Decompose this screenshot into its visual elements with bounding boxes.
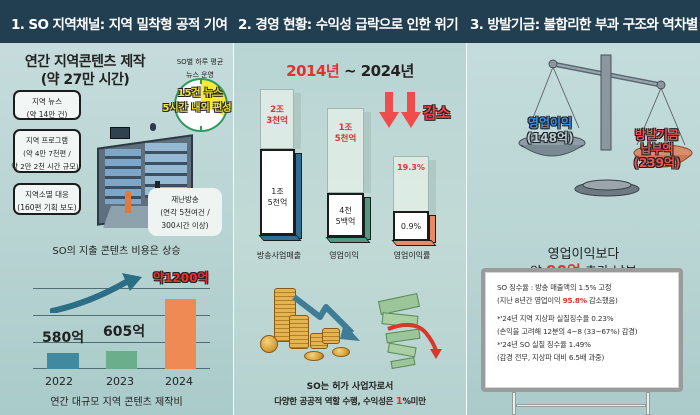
clock-news-hours: 5시간 내외 편성: [155, 99, 233, 114]
period-end: 2024년: [360, 62, 415, 80]
after-value: 0.9%: [400, 222, 422, 231]
bar-2022: [47, 353, 79, 369]
value-line: 5백억: [335, 217, 356, 226]
clock-caption-line1: SO별 하루 평균: [176, 58, 224, 66]
pan-line: (239억): [633, 156, 681, 170]
value-line: 2조: [270, 105, 284, 115]
cost-heading: SO의 지출 콘텐츠 비용은 상승: [52, 246, 181, 257]
board-line: (지난 8년간 영업이익 95.8% 감소했음): [485, 294, 679, 307]
balance-scale-icon: [528, 54, 686, 151]
after-value: 4천 5백억: [327, 205, 364, 227]
board-line: *'24년 SO 실질 징수율 1.49%: [497, 340, 591, 350]
box-line: 300시간 이상): [161, 221, 209, 230]
board-highlight: 95.8%: [562, 296, 588, 306]
board-line: (손익을 고려해 12분의 4~8 (33~67%) 감경): [497, 326, 638, 336]
x-label-2022: 2022: [45, 375, 73, 388]
heading-line2: (약 27만 시간): [40, 72, 130, 88]
box-line: (약 4만 7천편 /: [23, 149, 71, 158]
right-pan-label: 방발기금 납부액 (239억): [617, 128, 697, 170]
heading-line1: 연간 지역콘텐츠 제작: [24, 54, 146, 70]
value-label-2022: 580억: [42, 330, 85, 346]
down-arrow-icon: [401, 92, 421, 128]
value-line: 5천억: [334, 134, 357, 144]
panel-divider: [233, 43, 234, 415]
value-line: 4천: [339, 206, 352, 215]
footer-text: %미만: [402, 397, 426, 407]
period-start: 2014년: [286, 62, 340, 80]
box-line: 지역 뉴스: [32, 97, 62, 106]
bar-2023: [106, 351, 137, 369]
period-sep: ~: [339, 62, 361, 80]
x-label-2024: 2024: [165, 375, 193, 388]
info-box-disaster-broadcast: 재난방송 (연각 5천여건 / 300시간 이상): [148, 188, 222, 236]
after-value: 1조 5천억: [260, 186, 295, 208]
rising-arrow-icon: [50, 273, 142, 313]
whiteboard-notes: SO 징수율 : 방송 매출액의 1.5% 고정 (지난 8년간 영업이익 95…: [481, 268, 683, 392]
board-line: (감경 전무, 지상파 대비 6.5배 과중): [497, 353, 605, 363]
box-line: 약 2만 2천 시간 규모): [11, 162, 79, 171]
box-line: 재난방송: [171, 195, 199, 204]
scale-base: [574, 179, 640, 197]
section2-footer-line2: 다양한 공공적 역할 수행, 수익성은 1%미만: [234, 395, 466, 407]
decrease-label: 감소: [423, 104, 451, 122]
info-box-local-programs: 지역 프로그램 (약 4만 7천편 / 약 2만 2천 시간 규모): [11, 129, 81, 173]
value-line: 5천억: [267, 198, 288, 207]
value-label-2023: 605억: [103, 324, 146, 340]
board-line: SO 징수율 : 방송 매출액의 1.5% 고정: [497, 283, 612, 292]
clock-news-count: 15건 뉴스: [177, 88, 223, 99]
box-line: (연각 5천여건 /: [160, 208, 210, 217]
panel-divider: [466, 43, 467, 415]
board-line: *'24년 지역 지상파 실질징수율 0.23%: [497, 313, 614, 323]
info-box-local-news: 지역 뉴스 (약 14만 건): [13, 90, 81, 120]
footer-highlight: 1: [395, 396, 403, 407]
chart-caption: 연간 대규모 지역 콘텐츠 제작비: [50, 397, 183, 408]
red-spiral-arrow-icon: [387, 322, 442, 359]
info-box-regional-decline: 지역소멸 대응 (160편 기획 보도): [13, 183, 81, 215]
before-value: 19.3%: [397, 163, 425, 172]
clock-caption-line2: 뉴스 운영: [186, 71, 214, 79]
bar-label: 방송사업매출: [256, 251, 302, 260]
bar-label: 영업이익: [329, 251, 359, 260]
left-pan-label: 영업이익 (148억): [505, 116, 595, 146]
summary-line1: 영업이익보다: [547, 247, 620, 262]
right-scale-pan: [633, 144, 693, 168]
section2-footer-line1: SO는 허가 사업자로서: [306, 382, 394, 392]
board-text: 감소했음): [586, 296, 618, 306]
period-label: 2014년 ~ 2024년: [234, 60, 466, 81]
pan-line: (148억): [526, 131, 574, 145]
section2-title: 2. 경영 현황: 수익성 급락으로 인한 위기: [238, 17, 459, 33]
section3-title: 3. 방발기금: 불합리한 부과 구조와 역차별: [470, 17, 698, 33]
box-line: (약 14만 건): [26, 110, 68, 119]
section1-panel: 연간 지역콘텐츠 제작 (약 27만 시간) SO별 하루 평균 뉴스 운영 1…: [0, 43, 233, 415]
section1-heading: 연간 지역콘텐츠 제작 (약 27만 시간): [20, 53, 150, 89]
box-line: 지역소멸 대응: [25, 190, 69, 199]
pan-line: 영업이익: [527, 116, 573, 130]
clock-icon: [174, 78, 228, 132]
section2-panel: 2014년 ~ 2024년 감소 2조 3천억 1조 5천억 방송사업매출 1조…: [234, 43, 466, 415]
down-arrow-icon: [379, 92, 399, 128]
whiteboard-leg: [646, 392, 650, 415]
left-scale-pan: [518, 134, 586, 157]
before-value: 2조 3천억: [260, 105, 294, 127]
clock-news-hours-text: 5시간 내외 편성: [162, 103, 232, 114]
pan-line: 납부액: [640, 142, 674, 156]
box-line: (160편 기획 보도): [17, 203, 77, 212]
clock-caption: SO별 하루 평균 뉴스 운영: [162, 56, 233, 82]
decline-arrow-icon: [292, 294, 360, 341]
pan-line: 방발기금: [634, 128, 680, 142]
value-line: 3천억: [266, 116, 288, 126]
x-label-2023: 2023: [106, 375, 134, 388]
value-label-2024: 약1200억: [153, 271, 209, 285]
whiteboard-crossbar: [516, 404, 646, 407]
section1-title: 1. SO 지역채널: 지역 밀착형 공적 기여: [11, 17, 228, 33]
before-value: 1조 5천억: [327, 123, 364, 145]
value-line: 1조: [338, 123, 353, 133]
box-line: 지역 프로그램: [26, 136, 68, 145]
board-text: (지난 8년간 영업이익: [497, 296, 563, 306]
footer-text: 다양한 공공적 역할 수행, 수익성은: [274, 397, 396, 407]
bar-2024: [165, 299, 196, 369]
bar-label: 영업이익률: [393, 251, 431, 260]
page-header: 1. SO 지역채널: 지역 밀착형 공적 기여 2. 경영 현황: 수익성 급…: [0, 0, 700, 43]
value-line: 1조: [271, 187, 284, 196]
